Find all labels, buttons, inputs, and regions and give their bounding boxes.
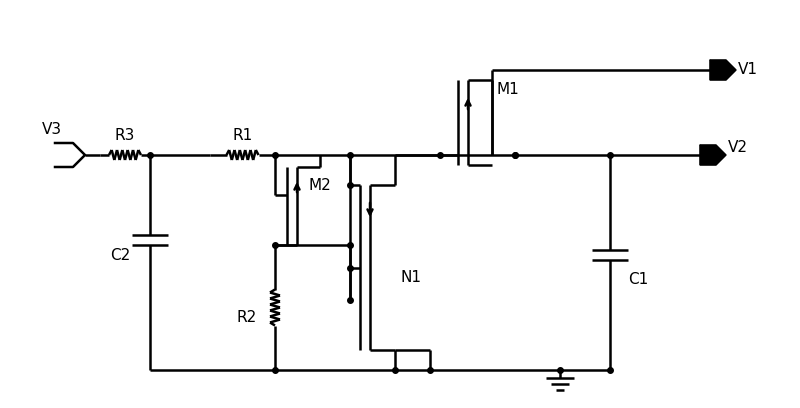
- Text: R1: R1: [232, 127, 253, 142]
- Polygon shape: [710, 60, 736, 80]
- Text: V1: V1: [738, 62, 758, 78]
- Text: C1: C1: [628, 273, 648, 288]
- Text: V2: V2: [728, 140, 748, 155]
- Text: R3: R3: [115, 127, 135, 142]
- Text: N1: N1: [400, 270, 421, 285]
- Text: V3: V3: [42, 122, 62, 137]
- Text: R2: R2: [237, 310, 257, 325]
- Text: C2: C2: [110, 248, 130, 262]
- Text: M1: M1: [497, 82, 520, 98]
- Text: M2: M2: [309, 177, 332, 193]
- Polygon shape: [700, 145, 726, 165]
